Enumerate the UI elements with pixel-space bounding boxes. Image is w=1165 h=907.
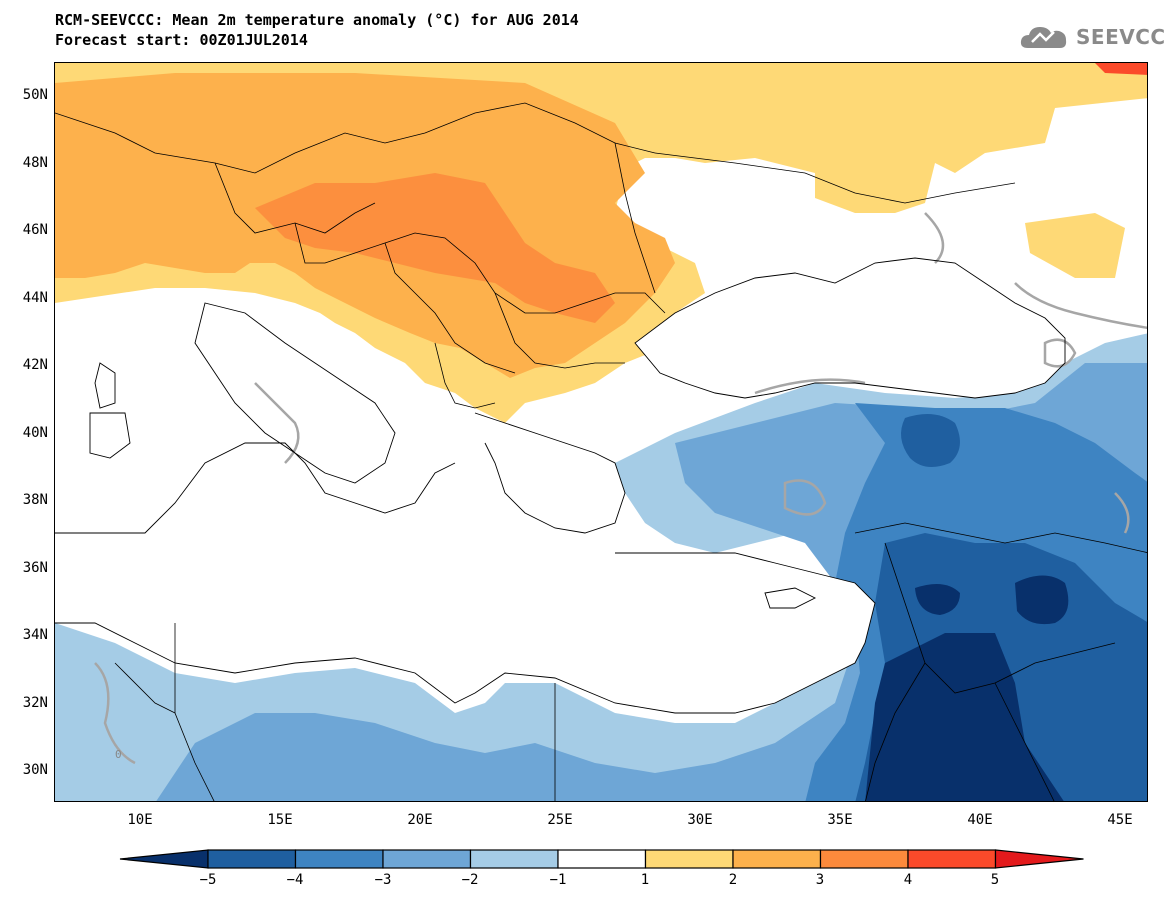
cloud-icon: [1020, 27, 1067, 48]
title-line-1: RCM-SEEVCCC: Mean 2m temperature anomaly…: [55, 11, 579, 29]
colorbar-bin-6: [644, 849, 734, 869]
warm-region-3to4: [255, 173, 615, 323]
colorbar-segments: [119, 849, 1084, 869]
cold-region-below5: [865, 633, 1064, 801]
adriatic-tyrrhenian-sea: [195, 303, 395, 483]
lat-label-46n: 46N: [22, 222, 48, 238]
colorbar-bin-4: [469, 849, 559, 869]
seevccc-logo: SEEVCCC: [1018, 22, 1165, 52]
colorbar-label-m1: −1: [549, 872, 567, 888]
aegean-sea: [475, 413, 625, 533]
lat-label-32n: 32N: [22, 695, 48, 711]
colorbar-bin-7: [732, 849, 822, 869]
lon-label-40e: 40E: [967, 812, 993, 828]
colorbar-label-m3: −3: [374, 872, 392, 888]
cold-spot-below5-c: [915, 584, 960, 615]
lon-label-35e: 35E: [827, 812, 853, 828]
map-title: RCM-SEEVCCC: Mean 2m temperature anomaly…: [55, 10, 579, 50]
anomaly-map: 0: [54, 62, 1148, 802]
lat-label-44n: 44N: [22, 290, 48, 306]
warm-spot-4to5: [1095, 63, 1147, 75]
coastlines: [55, 257, 1066, 714]
mediterranean-sea: [55, 443, 875, 713]
colorbar-label-p5: 5: [990, 872, 1000, 888]
contour-label: 0: [115, 748, 122, 761]
logo-text: SEEVCCC: [1076, 25, 1165, 49]
colorbar-bin-0: [119, 849, 209, 869]
lon-label-30e: 30E: [687, 812, 713, 828]
lat-label-36n: 36N: [22, 560, 48, 576]
colorbar-label-p1: 1: [640, 872, 650, 888]
lon-label-15e: 15E: [267, 812, 293, 828]
colorbar-label-p3: 3: [815, 872, 825, 888]
colorbar-label-m4: −4: [286, 872, 304, 888]
colorbar-bin-2: [294, 849, 384, 869]
colorbar-label-m2: −2: [461, 872, 479, 888]
lon-label-45e: 45E: [1107, 812, 1133, 828]
colorbar-label-p4: 4: [903, 872, 913, 888]
lat-label-34n: 34N: [22, 627, 48, 643]
colorbar-bin-10: [994, 849, 1084, 869]
black-sea: [635, 258, 1065, 398]
lat-label-30n: 30N: [22, 762, 48, 778]
colorbar-bin-8: [819, 849, 909, 869]
warm-region-1to2-east: [1025, 213, 1125, 278]
lon-label-20e: 20E: [407, 812, 433, 828]
zero-contours: [94, 212, 1147, 765]
lat-label-40n: 40N: [22, 425, 48, 441]
title-line-2: Forecast start: 00Z01JUL2014: [55, 31, 308, 49]
lon-label-10e: 10E: [127, 812, 153, 828]
lat-label-42n: 42N: [22, 357, 48, 373]
colorbar-bin-3: [382, 849, 472, 869]
lon-label-25e: 25E: [547, 812, 573, 828]
map-canvas: 0: [55, 63, 1147, 801]
country-borders: [55, 102, 1147, 801]
colorbar-bin-5: [557, 849, 647, 869]
cold-spot-below5-a: [901, 414, 960, 467]
colorbar-bin-1: [207, 849, 297, 869]
lat-label-48n: 48N: [22, 155, 48, 171]
colorbar-bin-9: [907, 849, 997, 869]
lat-label-38n: 38N: [22, 492, 48, 508]
colorbar-label-m5: −5: [199, 872, 217, 888]
cold-spot-below5-b: [1015, 575, 1069, 625]
colorbar-label-p2: 2: [728, 872, 738, 888]
lat-label-50n: 50N: [22, 87, 48, 103]
